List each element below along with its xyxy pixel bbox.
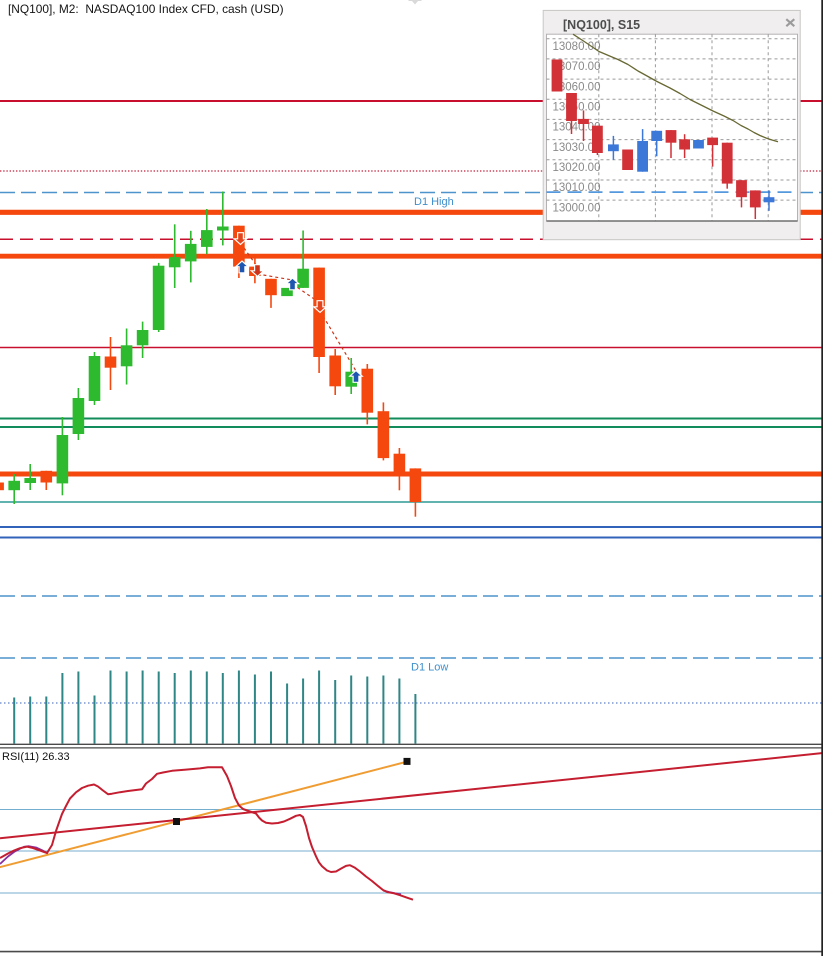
svg-text:13040.00: 13040.00 <box>553 122 601 134</box>
svg-text:D1 Low: D1 Low <box>411 662 448 674</box>
svg-text:13030.00: 13030.00 <box>553 142 601 154</box>
svg-text:13020.00: 13020.00 <box>553 162 601 174</box>
svg-text:D1 High: D1 High <box>414 196 454 208</box>
svg-text:13010.00: 13010.00 <box>553 182 601 194</box>
svg-text:RSI(11) 26.33: RSI(11) 26.33 <box>2 751 70 763</box>
svg-text:13060.00: 13060.00 <box>553 81 601 93</box>
svg-text:[NQ100], S15: [NQ100], S15 <box>563 18 640 32</box>
svg-text:13070.00: 13070.00 <box>553 61 601 73</box>
svg-text:[NQ100], M2: NASDAQ100 Index: [NQ100], M2: NASDAQ100 Index CFD, cash (… <box>8 2 284 16</box>
svg-text:13000.00: 13000.00 <box>553 202 601 214</box>
